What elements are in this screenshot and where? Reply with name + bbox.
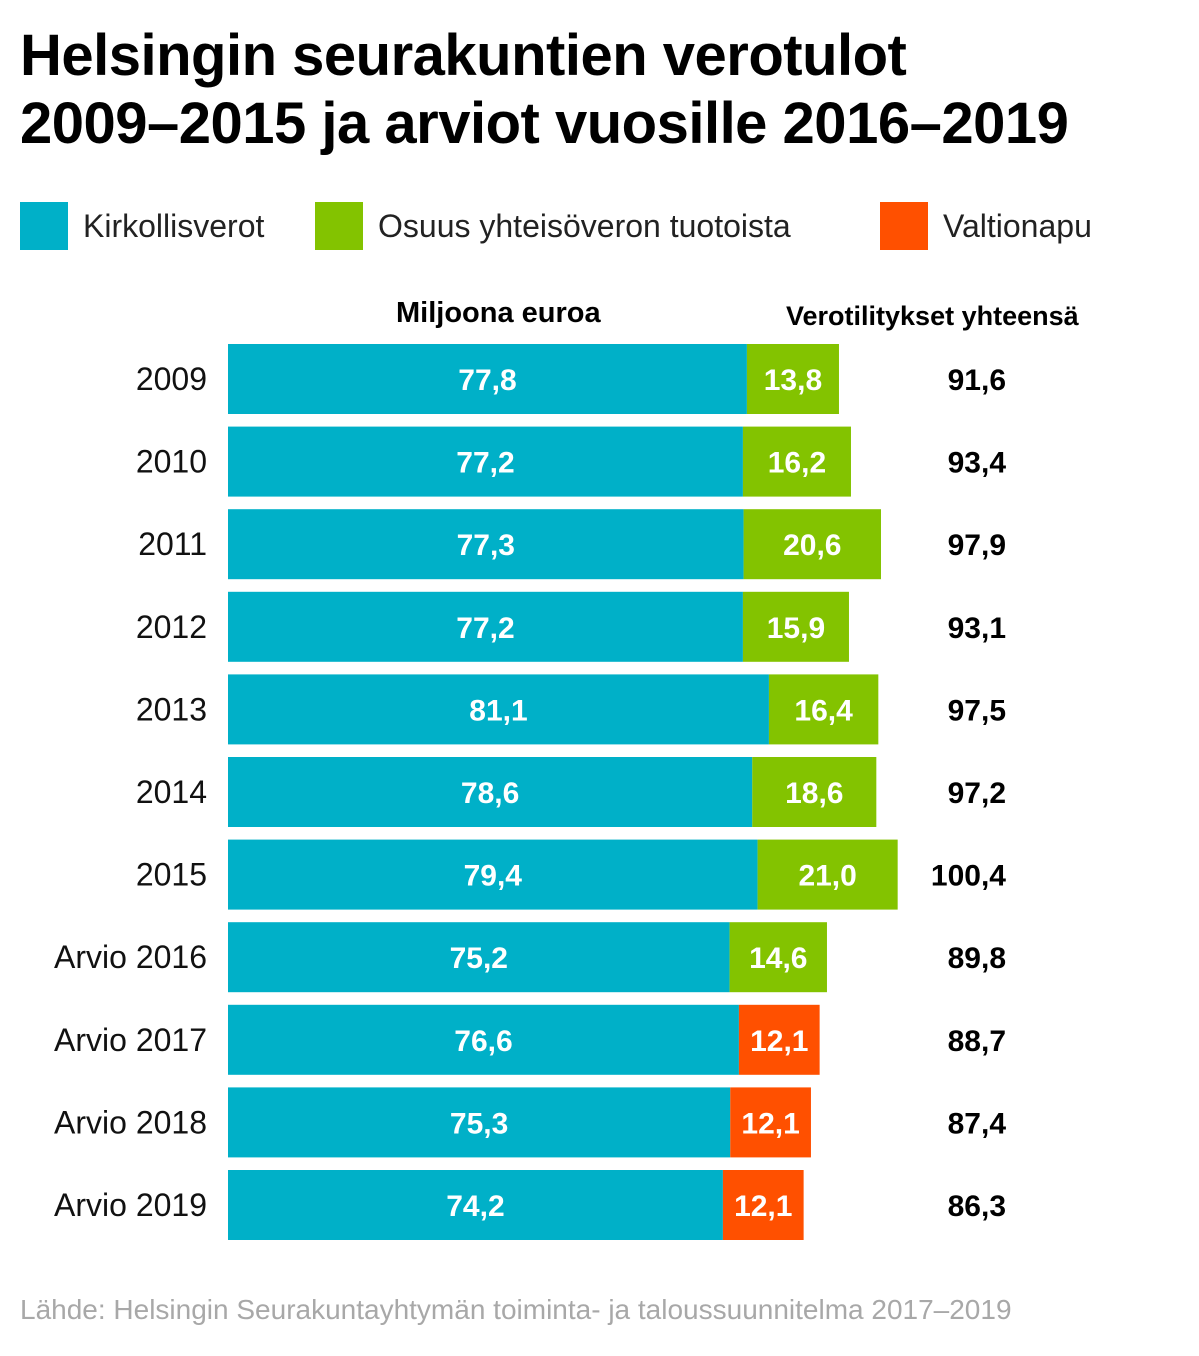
bar-arvio-2019-valtionapu	[722, 1170, 804, 1240]
bar-label-arvio-2018-kirkollisverot: 75,3	[450, 1107, 508, 1140]
total-2015: 100,4	[931, 860, 1006, 893]
total-arvio-2018: 87,4	[948, 1107, 1007, 1140]
bar-label-arvio-2017-kirkollisverot: 76,6	[454, 1025, 512, 1058]
total-2014: 97,2	[948, 777, 1006, 810]
chart-title: Helsingin seurakuntien verotulot 2009–20…	[20, 22, 1190, 158]
total-2011: 97,9	[948, 529, 1006, 562]
bar-arvio-2019-kirkollisverot	[228, 1170, 723, 1240]
bar-label-arvio-2019-valtionapu: 12,1	[734, 1190, 792, 1223]
bar-2014-yhteisovero	[752, 757, 877, 827]
year-label-arvio-2016: Arvio 2016	[54, 939, 207, 975]
bar-label-2010-kirkollisverot: 77,2	[456, 447, 514, 480]
bar-label-2010-yhteisovero: 16,2	[768, 447, 826, 480]
bar-2011-yhteisovero	[743, 509, 881, 580]
bar-2011-kirkollisverot	[228, 509, 744, 580]
bar-2012-kirkollisverot	[228, 591, 743, 662]
total-2010: 93,4	[948, 447, 1007, 480]
total-2012: 93,1	[948, 612, 1006, 645]
chart-title-line-1: Helsingin seurakuntien verotulot	[20, 23, 907, 88]
bar-label-2014-kirkollisverot: 78,6	[461, 777, 519, 810]
bar-chart: 2009 77,8 13,8 91,6 2010 77,2 16,2 93,4 2011 77,3…	[54, 344, 1007, 1240]
year-label-2013: 2013	[136, 691, 207, 727]
bar-label-2012-yhteisovero: 15,9	[767, 612, 825, 645]
bar-label-2011-yhteisovero: 20,6	[783, 529, 841, 562]
bar-arvio-2018-valtionapu	[730, 1087, 811, 1158]
total-arvio-2016: 89,8	[948, 942, 1006, 975]
bar-arvio-2016-kirkollisverot	[228, 922, 730, 993]
total-2009: 91,6	[948, 364, 1006, 397]
bar-label-2014-yhteisovero: 18,6	[785, 777, 843, 810]
chart-title-line-2: 2009–2015 ja arviot vuosille 2016–2019	[20, 91, 1069, 156]
year-label-2011: 2011	[138, 526, 207, 562]
bar-label-arvio-2017-valtionapu: 12,1	[750, 1025, 808, 1058]
year-label-2015: 2015	[136, 857, 207, 893]
bar-2012-yhteisovero	[742, 591, 849, 662]
total-arvio-2017: 88,7	[948, 1025, 1006, 1058]
bar-arvio-2016-yhteisovero	[729, 922, 827, 993]
year-label-arvio-2018: Arvio 2018	[54, 1104, 207, 1140]
bar-2015-yhteisovero	[757, 839, 898, 910]
bar-label-arvio-2016-yhteisovero: 14,6	[749, 942, 807, 975]
year-label-arvio-2017: Arvio 2017	[54, 1022, 207, 1058]
bar-2013-yhteisovero	[768, 674, 879, 745]
bar-2009-yhteisovero	[746, 344, 839, 414]
legend-swatch-yhteisovero	[315, 202, 363, 250]
year-label-2010: 2010	[136, 444, 207, 480]
bar-label-arvio-2019-kirkollisverot: 74,2	[446, 1190, 504, 1223]
bar-label-2011-kirkollisverot: 77,3	[457, 529, 515, 562]
bar-2009-kirkollisverot	[228, 344, 747, 414]
bar-2013-kirkollisverot	[228, 674, 769, 745]
bar-2010-kirkollisverot	[228, 426, 743, 497]
bar-label-2009-yhteisovero: 13,8	[764, 364, 822, 397]
bar-label-2013-yhteisovero: 16,4	[794, 694, 853, 727]
year-label-2009: 2009	[136, 361, 207, 397]
legend-swatch-valtionapu	[880, 202, 928, 250]
bar-label-arvio-2016-kirkollisverot: 75,2	[450, 942, 508, 975]
bar-2010-yhteisovero	[742, 426, 851, 497]
legend-label-kirkollisverot: Kirkollisverot	[83, 208, 265, 244]
legend-swatch-kirkollisverot	[20, 202, 68, 250]
bar-2014-kirkollisverot	[228, 757, 753, 827]
bar-label-2015-kirkollisverot: 79,4	[464, 860, 523, 893]
legend-label-yhteisovero: Osuus yhteisöveron tuotoista	[378, 208, 791, 244]
bar-arvio-2017-kirkollisverot	[228, 1004, 739, 1075]
bar-label-2009-kirkollisverot: 77,8	[458, 364, 516, 397]
bar-label-arvio-2018-valtionapu: 12,1	[741, 1107, 799, 1140]
year-label-arvio-2019: Arvio 2019	[54, 1187, 207, 1223]
total-arvio-2019: 86,3	[948, 1190, 1006, 1223]
legend-label-valtionapu: Valtionapu	[943, 208, 1092, 244]
totals-header: Verotilitykset yhteensä	[786, 301, 1079, 331]
bar-2015-kirkollisverot	[228, 839, 758, 910]
bar-label-2013-kirkollisverot: 81,1	[469, 694, 527, 727]
bar-arvio-2018-kirkollisverot	[228, 1087, 731, 1158]
bar-label-2015-yhteisovero: 21,0	[798, 860, 856, 893]
source-note: Lähde: Helsingin Seurakuntayhtymän toimi…	[20, 1294, 1012, 1325]
unit-header: Miljoona euroa	[396, 297, 601, 329]
total-2013: 97,5	[948, 694, 1006, 727]
year-label-2012: 2012	[136, 609, 207, 645]
bar-arvio-2017-valtionapu	[738, 1004, 820, 1075]
bar-label-2012-kirkollisverot: 77,2	[456, 612, 514, 645]
year-label-2014: 2014	[136, 774, 207, 810]
